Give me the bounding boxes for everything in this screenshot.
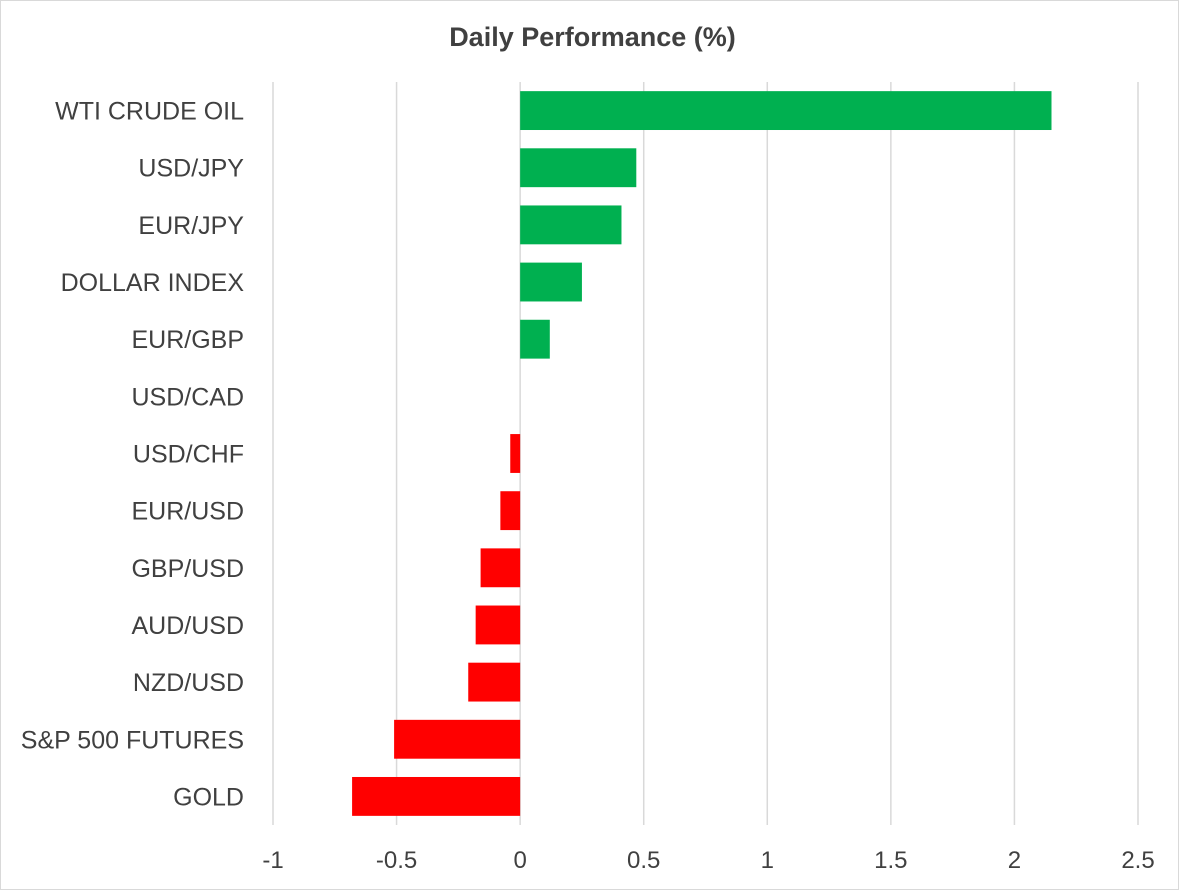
x-tick-label: -1: [262, 847, 283, 874]
x-tick-label: 0.5: [627, 847, 660, 874]
bar: [475, 605, 521, 645]
category-label: AUD/USD: [131, 612, 244, 640]
x-tick-label: 2.5: [1121, 847, 1154, 874]
bar-layer: [352, 91, 1052, 816]
bar: [500, 491, 521, 531]
category-label: DOLLAR INDEX: [61, 269, 245, 297]
x-tick-label: -0.5: [376, 847, 417, 874]
bar: [480, 548, 521, 588]
category-label-layer: WTI CRUDE OIL USD/JPY EUR/JPY DOLLAR INDEX E…: [21, 98, 245, 812]
bar: [520, 262, 582, 302]
x-tick-label: 2: [1008, 847, 1021, 874]
bar: [352, 776, 521, 816]
bar: [468, 662, 521, 702]
bar: [520, 319, 550, 359]
x-tick-label: 1: [761, 847, 774, 874]
category-label: NZD/USD: [133, 669, 244, 697]
x-tick-label: 0: [513, 847, 526, 874]
category-label: GOLD: [173, 783, 244, 811]
category-label: USD/CAD: [131, 383, 244, 411]
category-label: EUR/USD: [131, 498, 244, 526]
category-label: S&P 500 FUTURES: [21, 726, 244, 754]
chart-title: Daily Performance (%): [449, 22, 736, 52]
grid-layer: [272, 82, 1139, 825]
bar: [510, 434, 521, 473]
bar: [520, 148, 637, 188]
category-label: USD/JPY: [138, 155, 244, 183]
x-tick-label: 1.5: [874, 847, 907, 874]
bar: [394, 719, 521, 759]
category-label: USD/CHF: [133, 441, 244, 469]
category-label: GBP/USD: [131, 555, 244, 583]
category-label: EUR/GBP: [131, 326, 244, 354]
bar: [520, 91, 1052, 131]
category-label: EUR/JPY: [138, 212, 244, 240]
category-label: WTI CRUDE OIL: [55, 98, 244, 126]
bar: [520, 205, 622, 245]
x-tick-layer: -1 -0.5 0 0.5 1 1.5 2 2.5: [262, 847, 1154, 874]
